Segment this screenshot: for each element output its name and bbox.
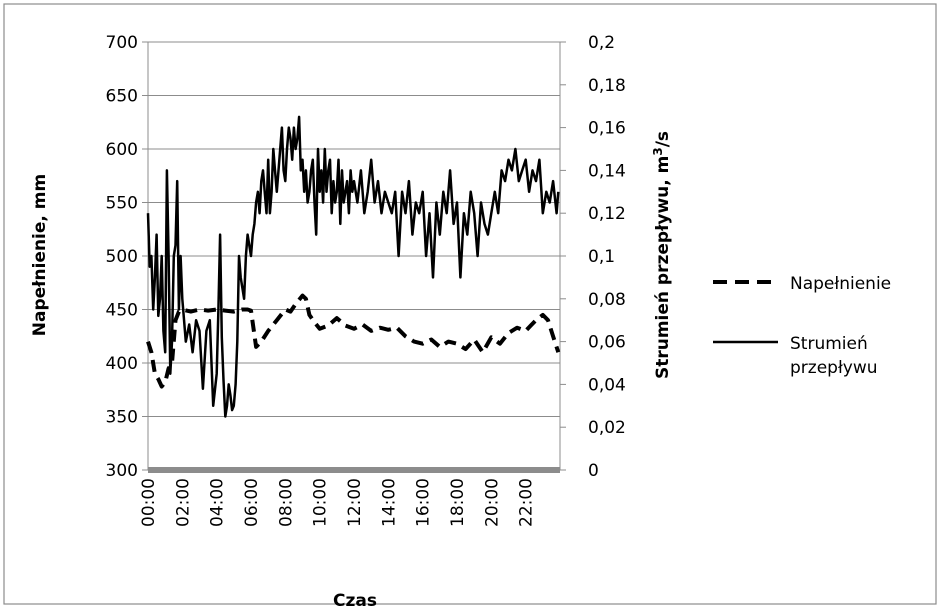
x-tick-label: 22:00: [517, 478, 537, 527]
y-axis-left-title: Napełnienie, mm: [30, 174, 50, 336]
x-tick-label: 20:00: [482, 478, 502, 527]
left-tick-label: 500: [106, 247, 138, 267]
right-tick-label: 0,18: [588, 76, 626, 96]
right-tick-label: 0,04: [588, 375, 626, 395]
right-tick-label: 0,08: [588, 290, 626, 310]
right-tick-label: 0,16: [588, 119, 626, 139]
right-tick-label: 0,2: [588, 33, 615, 53]
right-axis-ticks: 0 0,02 0,04 0,06 0,08 0,1 0,12 0,14 0,16 0,18 0,2: [560, 33, 626, 481]
x-tick-label: 00:00: [139, 478, 159, 527]
right-tick-label: 0,06: [588, 333, 626, 353]
series-napelnienie-line: [146, 293, 561, 389]
x-tick-label: 16:00: [414, 478, 434, 527]
x-tick-label: 06:00: [242, 478, 262, 527]
x-tick-label: 14:00: [379, 478, 399, 527]
left-tick-label: 550: [106, 194, 138, 214]
series-lines: [146, 115, 561, 418]
x-tick-label: 08:00: [276, 478, 296, 527]
legend: Napełnienie Strumień przepływu: [713, 274, 891, 378]
left-tick-label: 400: [106, 354, 138, 374]
left-tick-label: 600: [106, 140, 138, 160]
x-tick-label: 10:00: [311, 478, 331, 527]
left-tick-label: 650: [106, 87, 138, 107]
right-tick-label: 0,1: [588, 247, 615, 267]
left-axis-ticks: 300 350 400 450 500 550 600 650 700: [106, 33, 148, 481]
left-tick-label: 450: [106, 301, 138, 321]
x-tick-label: 02:00: [173, 478, 193, 527]
legend-label: Napełnienie: [790, 274, 891, 294]
left-tick-label: 700: [106, 33, 138, 53]
left-tick-label: 300: [106, 461, 138, 481]
right-tick-label: 0,14: [588, 161, 626, 181]
legend-label: przepływu: [790, 358, 878, 378]
right-tick-label: 0: [588, 461, 599, 481]
x-tick-label: 18:00: [448, 478, 468, 527]
x-tick-label: 12:00: [345, 478, 365, 527]
x-axis-title: Czas: [333, 591, 377, 608]
y-axis-right-title: Strumień przepływu, m3/s: [651, 131, 673, 379]
x-axis-ticks: 00:00 02:00 04:00 06:00 08:00 10:00 12:00 14:00…: [139, 478, 537, 527]
x-tick-label: 04:00: [208, 478, 228, 527]
left-tick-label: 350: [106, 408, 138, 428]
legend-label: Strumień: [790, 334, 868, 354]
x-axis-bar: [148, 467, 560, 473]
series-strumien-line: [146, 115, 560, 418]
right-tick-label: 0,02: [588, 418, 626, 438]
right-tick-label: 0,12: [588, 204, 626, 224]
